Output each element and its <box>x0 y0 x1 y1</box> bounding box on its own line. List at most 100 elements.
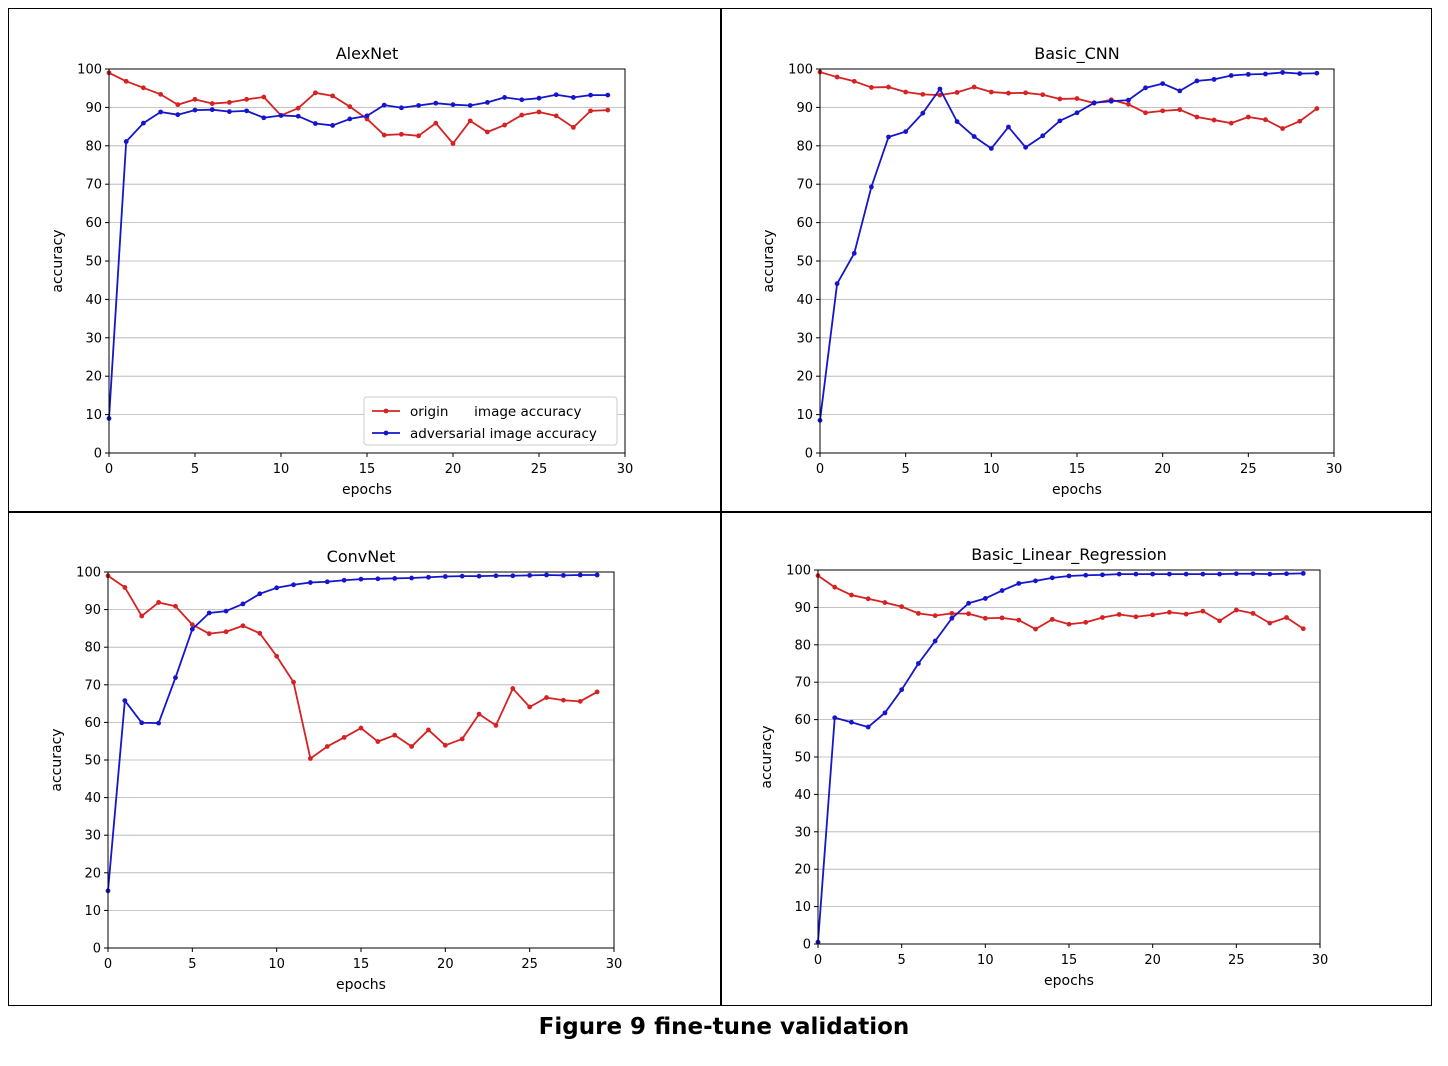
adversarial-series-point <box>1040 133 1046 139</box>
origin-series-point <box>536 109 542 115</box>
adversarial-series-point <box>1133 571 1139 577</box>
adversarial-series-point <box>257 591 263 597</box>
origin-series-point <box>308 756 313 761</box>
adversarial-series-point <box>954 119 960 125</box>
y-tick-label: 20 <box>85 370 102 385</box>
adversarial-series-point <box>1217 571 1222 577</box>
legend-label: origin image accuracy <box>410 404 581 420</box>
adversarial-series-point <box>999 588 1005 593</box>
adversarial-series-point <box>920 110 926 116</box>
adversarial-series-point <box>493 573 499 579</box>
origin-series-point <box>467 118 473 124</box>
x-tick-label: 20 <box>1144 953 1161 968</box>
origin-series-point <box>886 84 891 90</box>
adversarial-series-line <box>817 572 1304 943</box>
x-tick-label: 15 <box>353 957 370 972</box>
origin-series-point <box>375 739 381 744</box>
x-tick-label: 10 <box>977 953 994 968</box>
chart-title: ConvNet <box>327 547 396 566</box>
origin-series-point <box>209 101 215 106</box>
adversarial-series-point <box>949 615 955 621</box>
y-tick-label: 60 <box>796 216 813 231</box>
origin-series-point <box>553 113 559 119</box>
adversarial-series-point <box>240 601 246 607</box>
y-tick-label: 100 <box>788 63 813 78</box>
adversarial-series-point <box>1057 118 1063 124</box>
origin-series-point <box>399 131 404 137</box>
origin-series-line <box>819 71 1318 130</box>
x-tick-label: 0 <box>105 462 113 477</box>
origin-series-point <box>261 94 267 100</box>
y-tick-label: 40 <box>794 788 811 803</box>
origin-series-point <box>244 96 250 102</box>
origin-series-point <box>192 96 198 102</box>
origin-series-point <box>426 727 431 733</box>
adversarial-series-point <box>932 638 938 644</box>
adversarial-series-point <box>341 577 347 583</box>
adversarial-series-point <box>834 281 840 287</box>
adversarial-series-point <box>982 596 988 601</box>
adversarial-series-point <box>544 572 549 578</box>
origin-series-point <box>1033 626 1038 632</box>
adversarial-series-point <box>1023 144 1028 150</box>
origin-series-point <box>1250 610 1256 616</box>
adversarial-series-point <box>899 687 905 693</box>
x-tick-label: 0 <box>816 462 824 477</box>
adversarial-series-point <box>988 146 994 151</box>
y-tick-label: 10 <box>85 408 102 423</box>
adversarial-series-point <box>1143 85 1148 91</box>
x-tick-label: 15 <box>1069 462 1086 477</box>
origin-series-point <box>1083 619 1089 625</box>
x-tick-label: 25 <box>521 957 538 972</box>
origin-series-point <box>433 120 439 126</box>
y-tick-label: 50 <box>794 751 811 766</box>
adversarial-series-point <box>450 102 456 108</box>
legend-box <box>363 396 618 446</box>
x-tick-label: 25 <box>531 462 548 477</box>
adversarial-series-point <box>1233 571 1239 577</box>
origin-series-point <box>1245 114 1251 120</box>
y-tick-label: 0 <box>805 447 813 462</box>
x-tick-label: 5 <box>898 953 906 968</box>
adversarial-series-point <box>173 675 178 681</box>
adversarial-series-point <box>467 103 473 108</box>
adversarial-series-point <box>882 710 888 716</box>
origin-series-point <box>493 723 499 728</box>
adversarial-series-point <box>1267 571 1273 577</box>
adversarial-series-point <box>966 600 971 606</box>
adversarial-series-point <box>409 575 414 581</box>
x-axis-label: epochs <box>1052 482 1102 498</box>
origin-series-point <box>257 630 263 636</box>
adversarial-series-point <box>459 573 465 579</box>
origin-series-point <box>1300 626 1306 632</box>
y-tick-label: 0 <box>803 938 811 953</box>
origin-series-point <box>206 631 212 637</box>
origin-series-point <box>347 104 353 110</box>
origin-series-point <box>1167 609 1172 615</box>
adversarial-series-point <box>485 100 490 105</box>
origin-series-point <box>1284 615 1289 620</box>
origin-series-point <box>358 725 364 731</box>
origin-series-point <box>123 78 129 84</box>
origin-series-point <box>916 610 921 616</box>
adversarial-series-point <box>1200 571 1206 577</box>
adversarial-series-point <box>139 720 145 726</box>
y-axis-label: accuracy <box>761 229 777 292</box>
origin-series-point <box>982 615 988 621</box>
x-tick-label: 30 <box>1312 953 1329 968</box>
origin-series-point <box>158 91 164 97</box>
origin-series-point <box>1040 92 1046 98</box>
adversarial-series-point <box>851 250 857 256</box>
adversarial-series-point <box>1091 100 1097 106</box>
adversarial-series-point <box>189 626 195 632</box>
origin-series-point <box>1066 621 1072 627</box>
adversarial-series-point <box>381 102 387 108</box>
adversarial-series-point <box>476 573 482 579</box>
adversarial-series-point <box>1300 570 1306 576</box>
origin-series-point <box>932 613 938 619</box>
origin-series-point <box>173 603 178 609</box>
y-tick-label: 90 <box>85 101 102 116</box>
figure-grid <box>8 8 1432 1006</box>
adversarial-series-point <box>1284 571 1289 577</box>
origin-series-line <box>108 72 608 145</box>
